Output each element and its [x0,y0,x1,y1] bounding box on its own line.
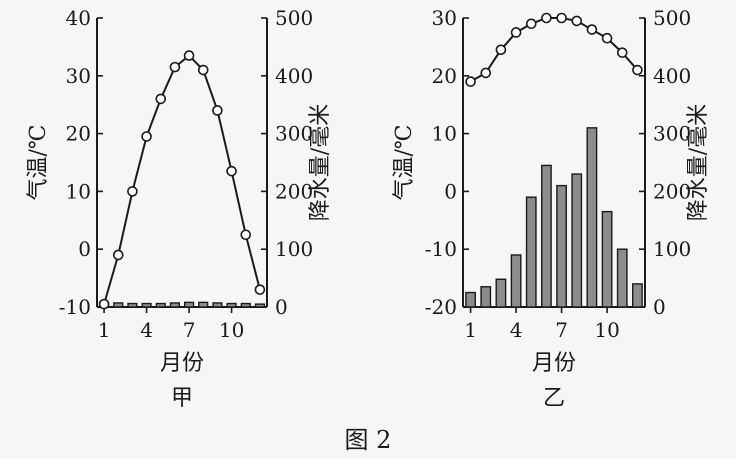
left-tick-label: 20 [66,122,91,146]
temperature-point [212,105,223,116]
temperature-point [556,12,567,24]
precipitation-bar [169,302,181,308]
temperature-point [141,131,152,142]
right-tick-label: 300 [275,122,313,146]
temperature-point [197,64,209,76]
right-tick-label: 0 [653,295,666,319]
precipitation-bar [127,302,138,308]
temperature-line [103,54,261,305]
precipitation-bar [212,302,223,308]
left-tick-label: -10 [425,237,457,261]
precipitation-bar [586,127,598,308]
precipitation-bar [183,301,195,308]
precipitation-bar [571,173,583,308]
precipitation-bar [226,302,237,308]
right-tick-label: 200 [275,179,313,203]
temperature-point [112,249,124,261]
left-axis-title: 气温/℃ [26,124,51,200]
x-tick-label: 7 [555,318,568,342]
precipitation-bar [480,286,492,308]
x-tick-label: 4 [510,318,523,342]
temperature-line [470,17,639,83]
precipitation-bar [541,164,552,308]
temperature-point [183,50,195,61]
precipitation-bar [495,278,507,308]
temperature-point [169,61,181,73]
temperature-point [155,93,167,105]
precipitation-bar [601,210,613,308]
temperature-point [616,47,628,58]
x-tick-label: 1 [464,318,477,342]
left-tick-label: 0 [78,237,91,261]
precipitation-bar [113,302,124,308]
left-tick-label: -20 [425,295,457,319]
temperature-point [510,27,522,38]
x-axis-title: 月份 [532,351,576,376]
right-tick-label: 400 [275,64,313,88]
right-tick-label: 100 [275,237,313,261]
temperature-point [525,18,537,30]
x-axis-title: 月份 [160,351,204,376]
temperature-point [226,165,237,177]
temperature-point [127,186,138,197]
left-tick-label: 10 [432,122,457,146]
temperature-point [541,12,552,24]
precipitation-bar [465,291,476,308]
left-tick-label: 40 [66,6,91,30]
right-tick-label: 300 [653,122,691,146]
precipitation-bar [198,301,209,308]
precipitation-bar [632,283,643,308]
precipitation-bar [155,302,166,308]
temperature-point [586,24,598,35]
temperature-point [240,229,252,241]
temperature-point [254,284,266,295]
right-tick-label: 200 [653,179,691,203]
temperature-point [571,15,583,27]
right-tick-label: 500 [653,6,691,30]
temperature-point [601,32,613,44]
left-axis-title: 气温/℃ [392,124,417,200]
temperature-point [480,67,492,79]
precipitation-bar [254,303,266,308]
precipitation-bar [141,302,152,308]
x-tick-label: 10 [219,318,244,342]
precipitation-bar [240,302,251,308]
x-tick-label: 4 [140,318,153,342]
temperature-point [465,76,476,87]
left-tick-label: 0 [444,179,457,203]
x-tick-label: 1 [98,318,111,342]
x-tick-label: 10 [594,318,619,342]
right-tick-label: 500 [275,6,313,30]
left-tick-label: -10 [59,295,91,319]
precipitation-bar [525,196,537,308]
x-tick-label: 7 [183,318,196,342]
precipitation-bar [556,184,567,308]
left-tick-label: 10 [66,179,91,203]
figure-caption: 图 2 [345,426,392,454]
right-tick-label: 100 [653,237,691,261]
right-tick-label: 0 [275,295,288,319]
precipitation-bar [616,248,628,308]
right-axis-title: 降水量/毫米 [308,104,333,221]
left-tick-label: 20 [432,64,457,88]
precipitation-bar [510,254,522,308]
left-tick-label: 30 [432,6,457,30]
temperature-point [632,64,643,76]
panel-label: 甲 [171,386,193,411]
temperature-point [495,44,507,56]
left-tick-label: 30 [66,64,91,88]
right-tick-label: 400 [653,64,691,88]
right-axis-title: 降水量/毫米 [686,104,711,221]
panel-label: 乙 [543,386,565,411]
temperature-point [98,298,110,310]
